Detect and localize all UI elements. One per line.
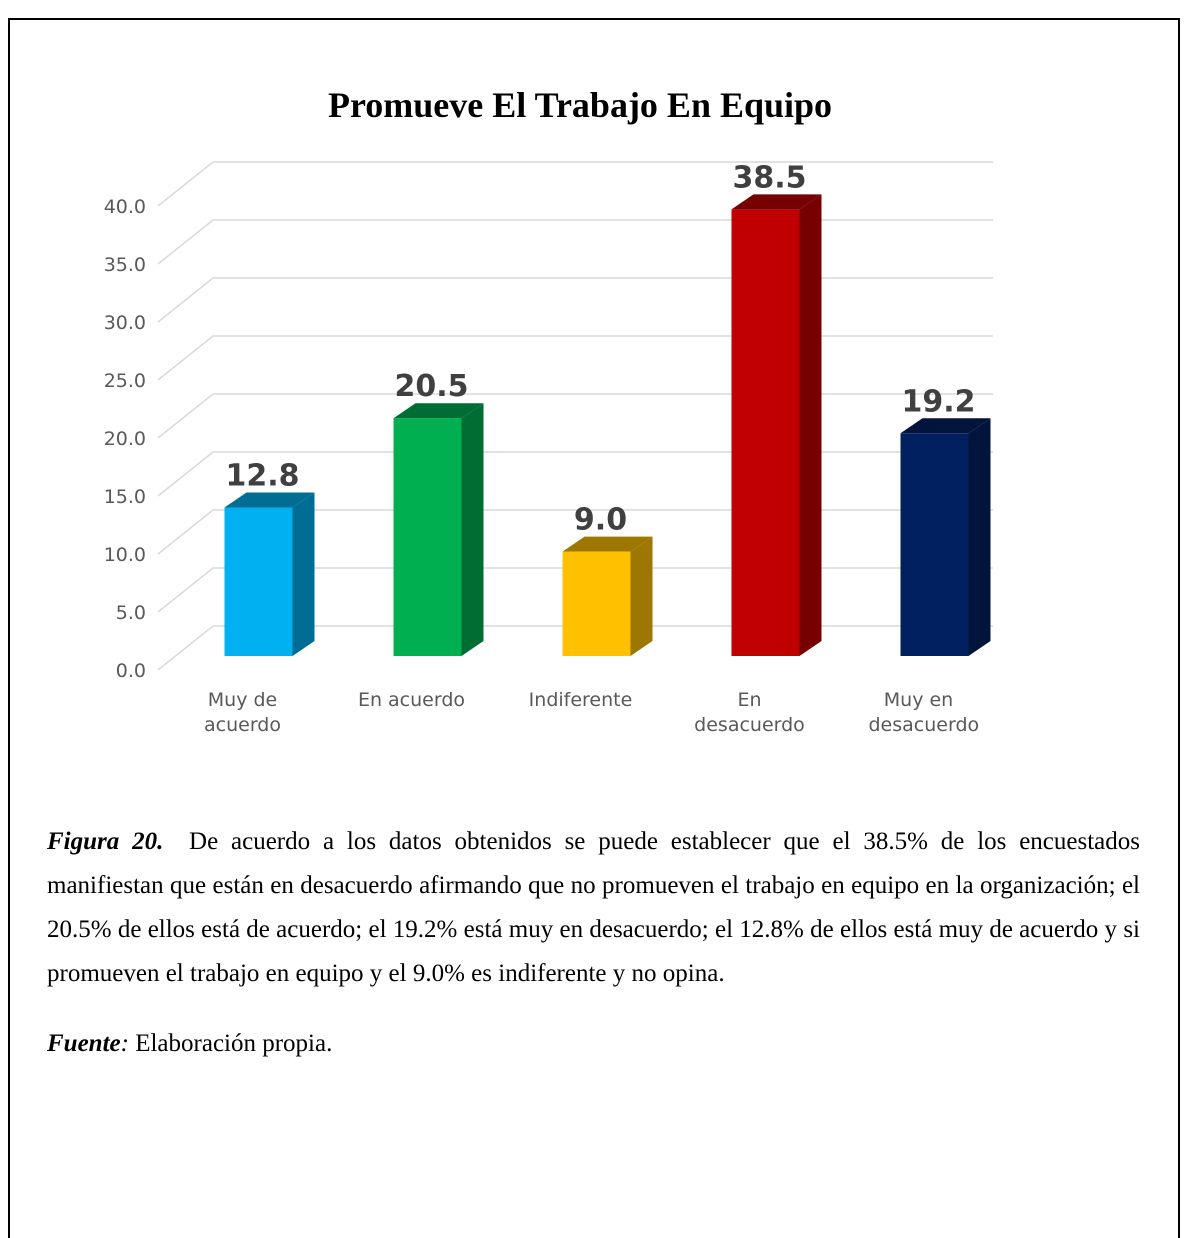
data-label: 20.5 [394, 369, 468, 404]
y-tick-label: 15.0 [104, 486, 146, 508]
caption: Figura 20. De acuerdo a los datos obteni… [47, 820, 1140, 996]
source-label: Fuente [47, 1030, 121, 1057]
y-tick-label: 20.0 [104, 428, 146, 450]
y-tick-label: 10.0 [104, 544, 146, 566]
y-tick-label: 30.0 [104, 312, 146, 334]
bar-top [731, 194, 822, 210]
chart-title: Promueve El Trabajo En Equipo [328, 85, 832, 125]
data-label: 19.2 [901, 384, 975, 419]
x-tick-label: Indiferente [528, 689, 633, 711]
data-label: 38.5 [732, 160, 806, 195]
y-tick-label: 35.0 [104, 254, 146, 276]
x-tick-label: En acuerdo [357, 689, 466, 711]
source: Fuente: Elaboración propia. [47, 1022, 1140, 1066]
grid-line [157, 393, 993, 439]
data-label: 12.8 [225, 459, 299, 494]
bar [393, 418, 462, 656]
x-tick-label: Muy de acuerdo [204, 689, 281, 736]
caption-text: De acuerdo a los datos obtenidos se pued… [47, 828, 1140, 987]
x-tick-label: En desacuerdo [694, 689, 805, 736]
bar-side [461, 403, 484, 656]
y-tick-label: 25.0 [104, 370, 146, 392]
data-label: 9.0 [574, 503, 627, 538]
x-tick-label: Muy en desacuerdo [868, 689, 980, 736]
bar-side [292, 492, 315, 656]
frame [8, 18, 1180, 1238]
bar-top [562, 536, 653, 552]
bar-top [224, 492, 315, 508]
grid-line [157, 335, 993, 381]
bar-top [393, 403, 484, 419]
bar [224, 507, 293, 656]
bar [731, 209, 800, 656]
grid-line [157, 219, 993, 265]
bar-top [900, 418, 991, 434]
y-tick-label: 5.0 [116, 602, 146, 624]
bar-side [799, 194, 822, 656]
figure-label: Figura 20. [47, 828, 164, 855]
bar [900, 433, 969, 656]
y-tick-label: 0.0 [116, 660, 146, 682]
source-text: Elaboración propia. [135, 1030, 333, 1057]
bar-side [968, 418, 991, 656]
bar [562, 551, 631, 656]
source-sep: : [120, 1030, 129, 1057]
grid-line [157, 161, 993, 207]
bar-side [630, 536, 653, 656]
grid-line [157, 277, 993, 323]
y-tick-label: 40.0 [104, 196, 146, 218]
chart: Promueve El Trabajo En Equipo 0.0 5.0 10.0… [104, 85, 993, 682]
